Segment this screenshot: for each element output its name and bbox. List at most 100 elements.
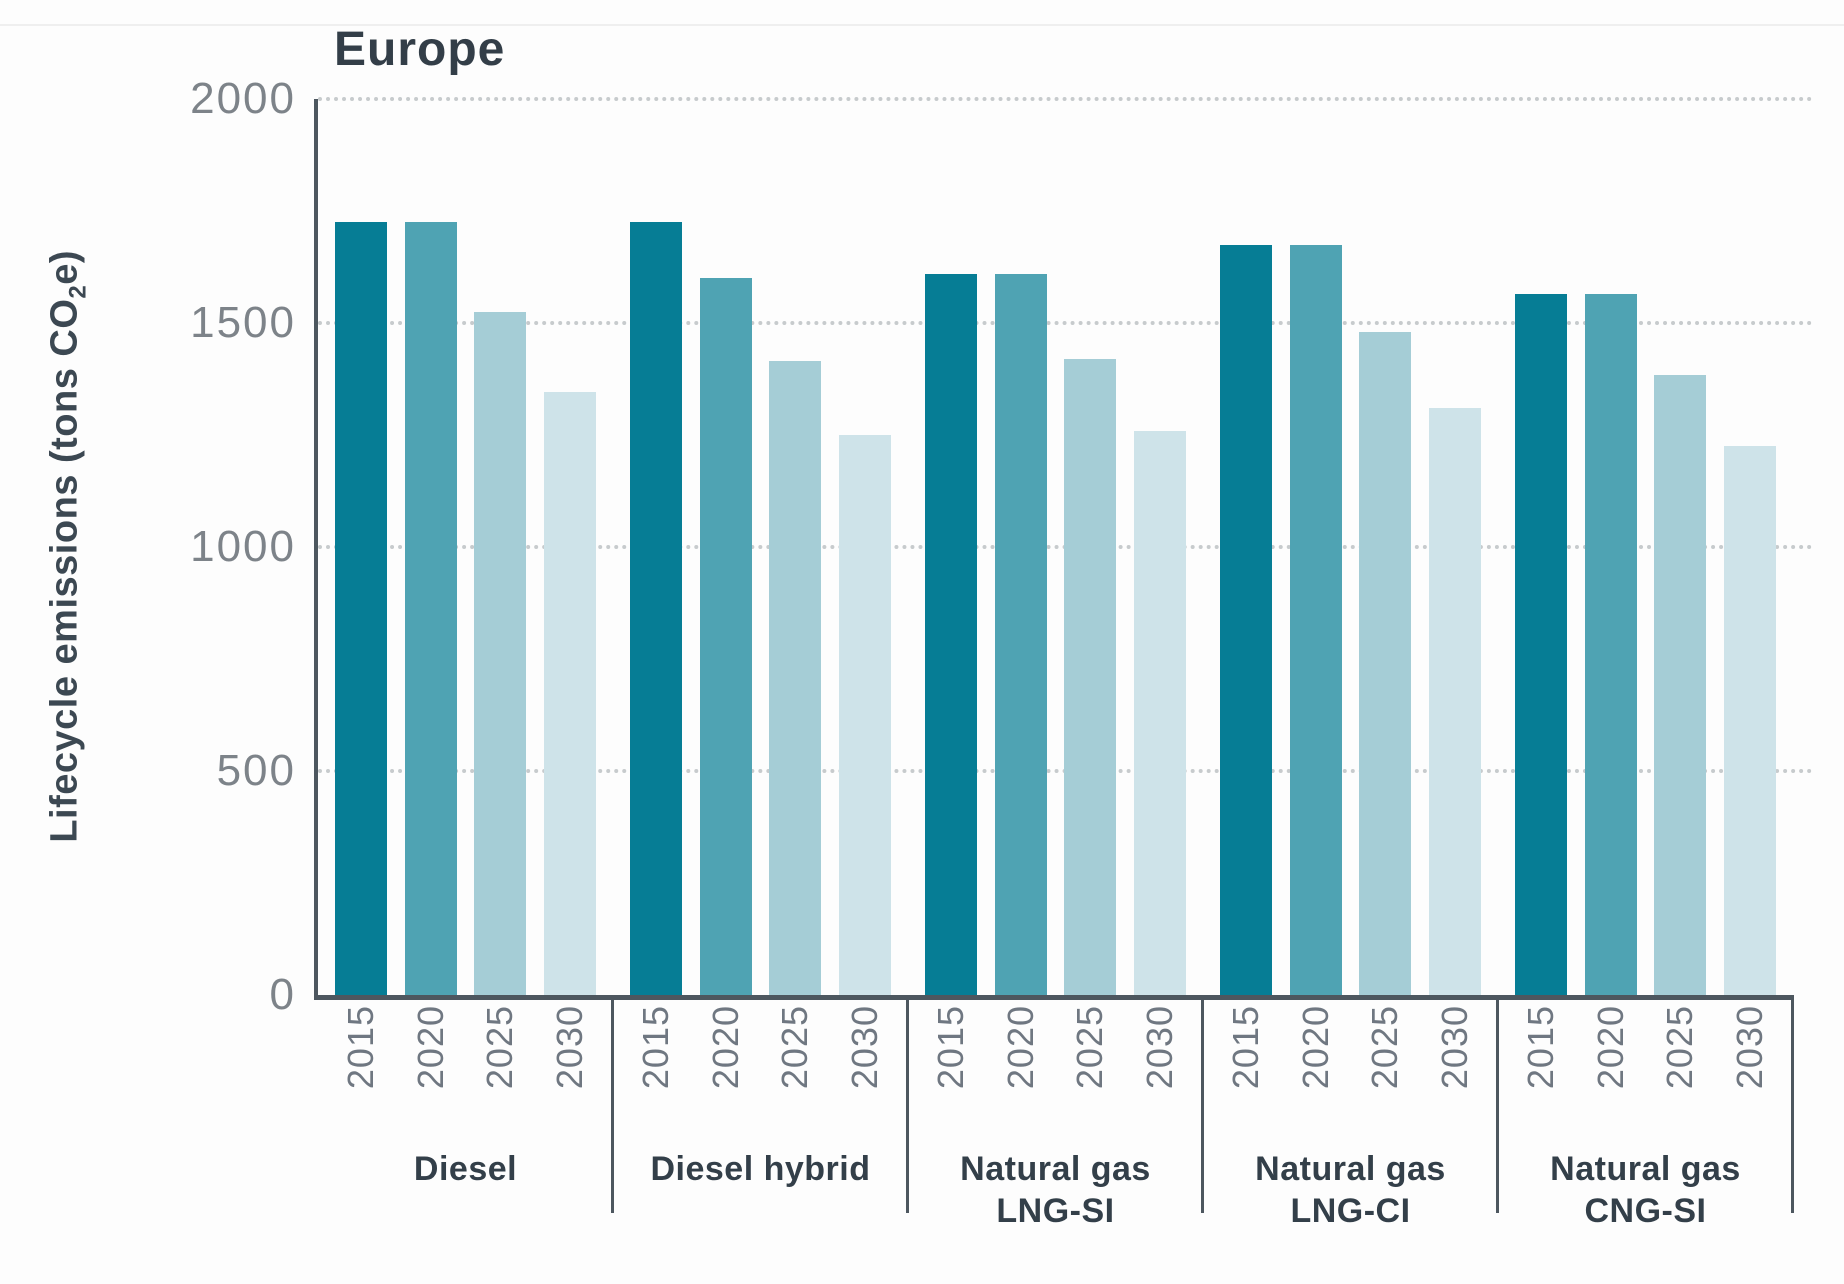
top-divider-rule bbox=[0, 24, 1844, 26]
year-label-box: 2030 bbox=[544, 1005, 596, 1089]
bar-2030 bbox=[1723, 446, 1776, 995]
x-tick-year-label: 2020 bbox=[1294, 1005, 1336, 1090]
year-label-box: 2025 bbox=[1654, 1005, 1706, 1089]
x-tick-year-label: 2025 bbox=[479, 1005, 521, 1090]
bar-group-natural-gas-lng-si bbox=[908, 99, 1203, 995]
chart-title: Europe bbox=[334, 23, 506, 76]
bar-2015 bbox=[335, 222, 388, 995]
year-label-box: 2030 bbox=[839, 1005, 891, 1089]
bar-group-diesel-hybrid bbox=[613, 99, 908, 995]
group-separator bbox=[906, 995, 909, 1213]
bar-group-natural-gas-cng-si bbox=[1498, 99, 1793, 995]
x-tick-year-label: 2025 bbox=[1364, 1005, 1406, 1090]
gridline-2000 bbox=[318, 97, 1813, 101]
x-tick-year-label: 2030 bbox=[1433, 1005, 1475, 1090]
year-labels-row: 2015 2020 2025 2030 bbox=[1203, 1005, 1498, 1135]
year-labels-row: 2015 2020 2025 2030 bbox=[318, 1005, 613, 1135]
x-tick-year-label: 2015 bbox=[1225, 1005, 1267, 1090]
year-labels-row: 2015 2020 2025 2030 bbox=[613, 1005, 908, 1135]
bar-2030 bbox=[1133, 431, 1186, 995]
year-label-box: 2025 bbox=[474, 1005, 526, 1089]
group-label-line: LNG-SI bbox=[996, 1192, 1115, 1230]
year-label-box: 2030 bbox=[1134, 1005, 1186, 1089]
group-label: Natural gas LNG-SI bbox=[908, 1148, 1203, 1232]
group-label-line: LNG-CI bbox=[1290, 1192, 1411, 1230]
year-label-box: 2020 bbox=[700, 1005, 752, 1089]
bar-2025 bbox=[769, 361, 822, 995]
group-label: Natural gas CNG-SI bbox=[1498, 1148, 1793, 1232]
year-labels-row: 2015 2020 2025 2030 bbox=[908, 1005, 1203, 1135]
x-tick-year-label: 2030 bbox=[548, 1005, 590, 1090]
x-tick-year-label: 2030 bbox=[1728, 1005, 1770, 1090]
x-tick-year-label: 2015 bbox=[635, 1005, 677, 1090]
gridline-1500 bbox=[318, 321, 1813, 325]
year-label-box: 2020 bbox=[1585, 1005, 1637, 1089]
group-label-line: Natural gas bbox=[1550, 1150, 1741, 1188]
bar-2020 bbox=[1289, 245, 1342, 995]
group-label: Diesel bbox=[318, 1148, 613, 1190]
x-tick-year-label: 2020 bbox=[409, 1005, 451, 1090]
bar-2025 bbox=[474, 312, 527, 995]
bar-2020 bbox=[404, 222, 457, 995]
group-separator bbox=[1201, 995, 1204, 1213]
group-label-line: Natural gas bbox=[960, 1150, 1151, 1188]
y-tick-label-1000: 1000 bbox=[190, 522, 296, 571]
x-tick-year-label: 2025 bbox=[774, 1005, 816, 1090]
x-tick-year-label: 2020 bbox=[704, 1005, 746, 1090]
x-tick-year-label: 2015 bbox=[340, 1005, 382, 1090]
bar-group-diesel bbox=[318, 99, 613, 995]
x-tick-year-label: 2030 bbox=[843, 1005, 885, 1090]
year-label-box: 2025 bbox=[769, 1005, 821, 1089]
year-label-box: 2025 bbox=[1064, 1005, 1116, 1089]
year-label-box: 2030 bbox=[1724, 1005, 1776, 1089]
group-separator bbox=[1496, 995, 1499, 1213]
group-separator bbox=[611, 995, 614, 1213]
x-tick-year-label: 2025 bbox=[1659, 1005, 1701, 1090]
bar-2020 bbox=[699, 278, 752, 995]
year-label-box: 2015 bbox=[335, 1005, 387, 1089]
bar-2025 bbox=[1654, 375, 1707, 995]
y-axis-label-unit-close: e) bbox=[43, 249, 86, 285]
year-label-box: 2025 bbox=[1359, 1005, 1411, 1089]
group-label-line: CNG-SI bbox=[1584, 1192, 1707, 1230]
year-label-box: 2015 bbox=[1220, 1005, 1272, 1089]
bar-2025 bbox=[1359, 332, 1412, 995]
year-label-box: 2020 bbox=[405, 1005, 457, 1089]
group-label-line: Natural gas bbox=[1255, 1150, 1446, 1188]
x-tick-year-label: 2030 bbox=[1138, 1005, 1180, 1090]
group-label: Diesel hybrid bbox=[613, 1148, 908, 1190]
y-axis-line bbox=[314, 99, 318, 998]
year-label-box: 2030 bbox=[1429, 1005, 1481, 1089]
bar-2015 bbox=[1220, 245, 1273, 995]
x-tick-year-label: 2020 bbox=[1589, 1005, 1631, 1090]
year-label-box: 2020 bbox=[1290, 1005, 1342, 1089]
group-label: Natural gas LNG-CI bbox=[1203, 1148, 1498, 1232]
bar-2030 bbox=[543, 392, 596, 995]
x-axis-baseline bbox=[314, 995, 1793, 1000]
y-axis-label-subscript: 2 bbox=[64, 284, 92, 299]
x-tick-year-label: 2020 bbox=[999, 1005, 1041, 1090]
bar-group-natural-gas-lng-ci bbox=[1203, 99, 1498, 995]
group-label-line: Diesel bbox=[413, 1150, 518, 1188]
bar-2015 bbox=[1515, 294, 1568, 995]
x-tick-year-label: 2015 bbox=[1520, 1005, 1562, 1090]
year-label-box: 2020 bbox=[995, 1005, 1047, 1089]
x-tick-year-label: 2025 bbox=[1069, 1005, 1111, 1090]
bar-2025 bbox=[1064, 359, 1117, 995]
bar-2020 bbox=[1584, 294, 1637, 995]
year-label-box: 2015 bbox=[630, 1005, 682, 1089]
y-tick-label-2000: 2000 bbox=[190, 74, 296, 123]
year-label-box: 2015 bbox=[925, 1005, 977, 1089]
y-tick-label-0: 0 bbox=[269, 970, 296, 1019]
y-axis-label-text: Lifecycle emissions (tons CO bbox=[43, 298, 86, 843]
y-tick-label-1500: 1500 bbox=[190, 298, 296, 347]
bar-2015 bbox=[925, 274, 978, 995]
bar-2015 bbox=[630, 222, 683, 995]
bar-2030 bbox=[1428, 408, 1481, 995]
group-separator bbox=[1791, 995, 1794, 1213]
group-label-line: Diesel hybrid bbox=[650, 1150, 871, 1188]
y-axis-label: Lifecycle emissions (tons CO2e) bbox=[44, 226, 93, 866]
year-label-box: 2015 bbox=[1515, 1005, 1567, 1089]
bar-2030 bbox=[838, 435, 891, 995]
